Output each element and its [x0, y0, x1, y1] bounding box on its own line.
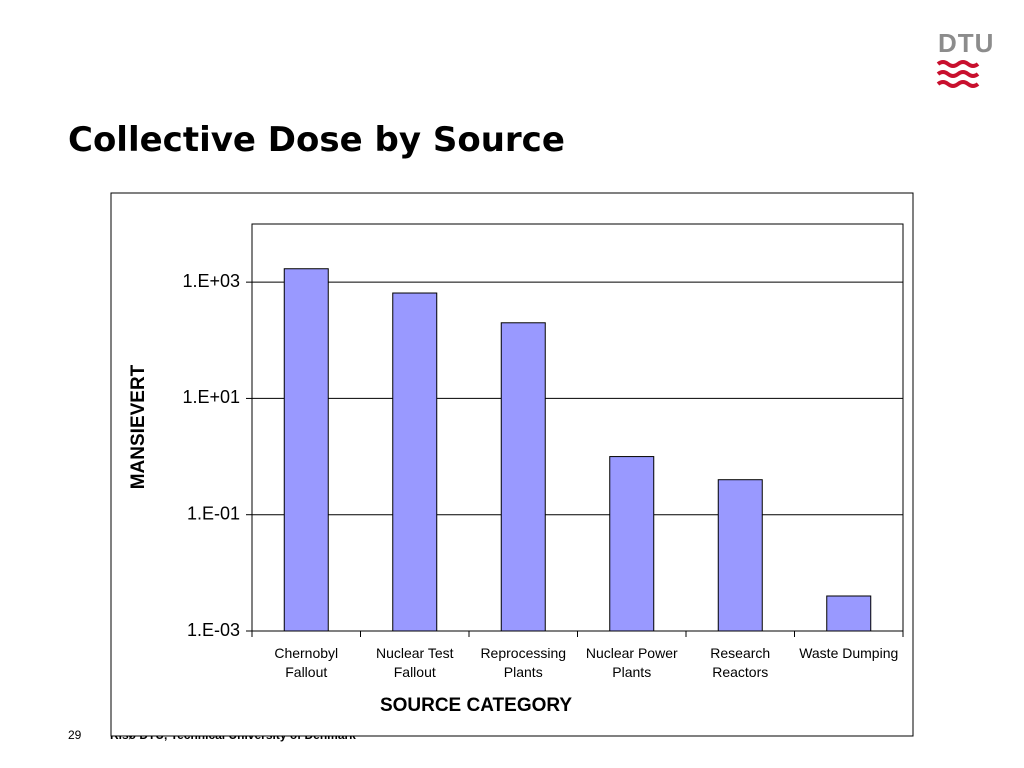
logo-mark — [936, 60, 980, 88]
x-tick-label: Research Reactors — [710, 645, 771, 680]
plot-area — [251, 223, 904, 632]
bar — [500, 322, 546, 632]
x-tick-label: Nuclear Test Fallout — [375, 645, 454, 680]
slide-title: Collective Dose by Source — [68, 120, 565, 160]
y-tick-label: 1.E-03 — [187, 620, 240, 640]
x-tick-label: Nuclear Power Plants — [585, 645, 678, 680]
logo-text: DTU — [938, 28, 995, 58]
y-axis-label: MANSIEVERT — [128, 364, 149, 489]
y-tick-label: 1.E+01 — [182, 387, 240, 407]
bar — [609, 456, 655, 632]
x-axis-label: SOURCE CATEGORY — [380, 695, 572, 716]
bar — [392, 292, 438, 632]
y-tick-label: 1.E-01 — [187, 503, 240, 523]
y-tick-label: 1.E+03 — [182, 271, 240, 291]
bar — [283, 268, 329, 632]
x-tick-label: Waste Dumping — [799, 645, 899, 661]
x-tick-label: Chernobyl Fallout — [274, 645, 339, 680]
page-number: 29 — [68, 728, 82, 742]
x-tick-label: Reprocessing Plants — [480, 645, 567, 680]
bar — [826, 595, 872, 632]
bar — [717, 479, 763, 632]
